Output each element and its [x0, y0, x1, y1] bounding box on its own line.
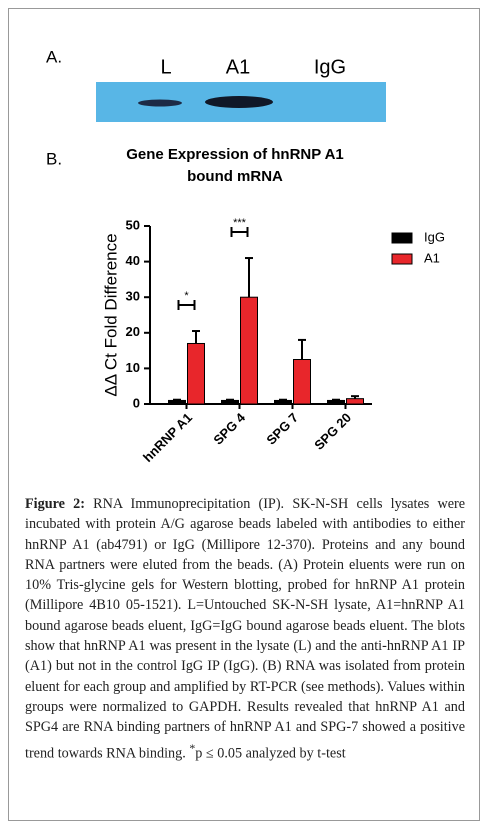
y-tick-label: 20: [126, 324, 140, 339]
error-bar: [245, 257, 253, 298]
panel-label: B.: [46, 149, 62, 168]
bar: [221, 399, 239, 405]
x-tick-label: SPG 20: [311, 410, 354, 453]
error-bar: [298, 338, 306, 360]
bar: [327, 399, 345, 405]
caption-label: Figure 2:: [25, 496, 85, 512]
y-axis-label: ΔΔ Ct Fold Difference: [101, 233, 120, 396]
bar: [240, 296, 258, 405]
error-bar: [279, 398, 287, 401]
figure: A. L A1 IgG B. ΔΔ Ct Fold Difference 0 10…: [46, 47, 445, 465]
bar: [168, 399, 186, 405]
bar: [293, 359, 311, 405]
y-tick-label: 50: [126, 217, 140, 232]
error-bar: [173, 398, 181, 401]
caption: Figure 2: RNA Immunoprecipitation (IP). …: [25, 494, 465, 764]
panel-label: A.: [46, 47, 62, 66]
error-bar: [351, 395, 359, 399]
error-bar: [192, 330, 200, 344]
x-tick-label: hnRNP A1: [140, 410, 195, 465]
footnote: p ≤ 0.05 analyzed by t-test: [195, 745, 346, 762]
chart-title: Gene Expression of hnRNP A1 bound mRNA: [126, 146, 344, 185]
legend-swatch: [391, 253, 413, 265]
bar: [346, 398, 364, 405]
lane-label: IgG: [314, 56, 346, 78]
blot-band: [138, 99, 182, 107]
y-tick-label: 40: [126, 253, 140, 268]
y-tick-label: 0: [133, 395, 140, 410]
lane-label: L: [160, 56, 171, 78]
lane-label: A1: [226, 56, 250, 78]
x-tick-label: SPG 7: [263, 410, 301, 448]
significance-bracket: [177, 300, 196, 311]
bar: [274, 399, 292, 405]
y-tick-label: 30: [126, 289, 140, 304]
significance-label: *: [184, 290, 189, 302]
caption-title: RNA Immunoprecipitation (IP).: [93, 496, 285, 512]
x-tick-label: SPG 4: [210, 409, 248, 447]
error-bar: [332, 398, 340, 401]
significance-label: ***: [233, 217, 247, 229]
footnote-mark: *: [189, 740, 196, 755]
error-bar: [226, 398, 234, 401]
blot-band: [205, 96, 273, 108]
legend-label: A1: [424, 250, 440, 265]
legend-label: IgG: [424, 229, 445, 244]
caption-text: SK-N-SH cells lysates were incubated wit…: [25, 496, 466, 762]
significance-bracket: [230, 227, 249, 238]
y-tick-label: 10: [126, 360, 140, 375]
legend-swatch: [391, 232, 413, 244]
figure-frame: [8, 8, 480, 821]
bar: [187, 342, 205, 405]
